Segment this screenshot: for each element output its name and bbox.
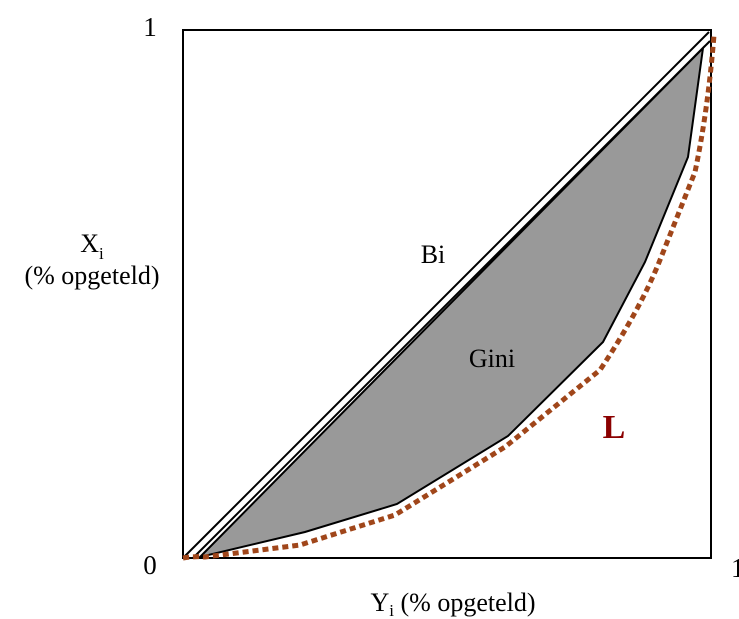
diagonal-label: Bi xyxy=(421,240,446,269)
gini-area-label: Gini xyxy=(469,344,515,373)
x-axis-title-subscript: i xyxy=(389,601,394,619)
gini-shaded-area xyxy=(196,45,705,559)
x-axis-title: Yi (% opgeteld) xyxy=(370,588,535,619)
x-axis-title-main: Y xyxy=(370,588,389,617)
y-axis-title: Xi xyxy=(80,229,104,263)
y-axis-title-subscript: i xyxy=(99,244,104,263)
equality-diagonal-lower xyxy=(192,40,711,559)
y-axis-title-main: X xyxy=(80,229,99,258)
plot-frame xyxy=(182,29,712,559)
lorenz-curve-L xyxy=(182,34,717,561)
y-tick-top: 1 xyxy=(143,12,157,42)
x-tick-right: 1 xyxy=(731,553,739,583)
equality-diagonal-upper xyxy=(182,31,710,559)
y-tick-bottom: 0 xyxy=(143,550,157,580)
x-axis-title-suffix: (% opgeteld) xyxy=(394,588,536,617)
y-axis-title-suffix: (% opgeteld) xyxy=(24,261,159,290)
lorenz-curve-label: L xyxy=(603,409,626,446)
